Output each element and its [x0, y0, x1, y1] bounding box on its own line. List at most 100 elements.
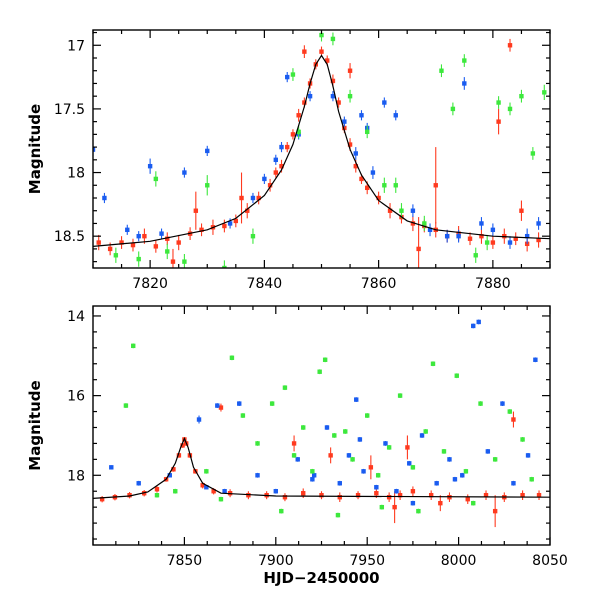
data-point	[392, 504, 397, 510]
data-point	[330, 93, 336, 99]
data-point	[473, 253, 478, 258]
data-point	[307, 93, 313, 99]
data-point	[222, 223, 227, 229]
data-point	[496, 100, 501, 105]
y-tick-label: 18	[67, 166, 85, 182]
data-point	[328, 453, 333, 458]
data-point	[365, 129, 370, 135]
data-point	[319, 32, 324, 38]
series-0	[96, 38, 541, 268]
data-point	[255, 473, 260, 478]
data-point	[109, 465, 114, 470]
data-point	[130, 242, 136, 248]
data-point	[428, 493, 434, 498]
data-point	[301, 425, 306, 430]
data-point	[529, 477, 534, 482]
data-point	[279, 508, 284, 514]
data-point	[205, 183, 210, 188]
data-point	[525, 453, 531, 458]
data-point	[343, 429, 348, 434]
data-point	[240, 413, 246, 418]
data-point	[346, 453, 352, 458]
data-point	[536, 237, 541, 243]
data-point	[176, 240, 181, 245]
data-point	[479, 233, 484, 239]
top-panel: 7820 7840 7860 7880 17 17.5 18 18.5 Magnitude	[26, 29, 551, 292]
data-point	[317, 369, 322, 374]
data-point	[355, 493, 361, 498]
data-point	[524, 233, 530, 239]
x-tick-label: 7860	[361, 276, 397, 292]
data-point	[533, 357, 538, 362]
series-0	[99, 403, 542, 528]
data-point	[507, 106, 513, 112]
data-point	[273, 489, 278, 494]
data-point	[154, 487, 160, 492]
data-point	[359, 176, 364, 182]
data-point	[542, 90, 547, 95]
series-1	[93, 72, 541, 249]
data-point	[233, 218, 239, 224]
data-point	[465, 496, 470, 502]
data-point	[123, 403, 129, 408]
data-point	[250, 233, 256, 239]
data-point	[180, 443, 185, 448]
data-point	[467, 236, 473, 241]
series-1	[109, 319, 538, 506]
y-tick-label: 17	[67, 38, 85, 54]
data-point	[430, 361, 436, 366]
x-tick-label: 8050	[532, 553, 568, 569]
y-tick-label: 18	[67, 468, 85, 484]
data-point	[374, 491, 379, 496]
data-point	[337, 481, 342, 486]
data-point	[410, 221, 416, 226]
data-point	[273, 170, 278, 175]
data-point	[433, 183, 438, 188]
data-point	[107, 246, 113, 252]
data-point	[410, 489, 416, 494]
data-point	[131, 343, 136, 349]
y-axis-label: Magnitude	[26, 380, 44, 470]
data-point	[205, 148, 210, 154]
data-point	[397, 493, 403, 498]
data-point	[427, 227, 433, 233]
data-point	[368, 465, 374, 470]
x-tick-label: 7880	[475, 276, 511, 292]
data-point	[361, 469, 366, 474]
data-point	[463, 469, 469, 474]
y-tick-label: 16	[67, 389, 85, 405]
data-point	[444, 233, 450, 239]
data-point	[434, 481, 439, 486]
data-point	[335, 512, 341, 518]
data-point	[382, 100, 387, 105]
data-point	[204, 485, 209, 490]
data-point	[462, 58, 467, 63]
data-point	[410, 465, 416, 470]
x-tick-label: 7900	[258, 553, 294, 569]
data-point	[255, 441, 260, 446]
data-point	[438, 500, 443, 506]
data-point	[500, 401, 505, 406]
data-point	[511, 417, 516, 422]
data-point	[302, 49, 307, 54]
data-point	[324, 425, 330, 430]
data-point	[365, 413, 370, 418]
data-point	[383, 441, 388, 446]
data-point	[536, 493, 542, 498]
data-point	[215, 403, 220, 408]
data-point	[342, 125, 347, 131]
data-point	[290, 72, 296, 77]
data-point	[379, 504, 385, 510]
data-point	[342, 119, 347, 124]
data-point	[454, 373, 459, 378]
data-point	[382, 183, 387, 188]
x-tick-label: 8000	[441, 553, 477, 569]
data-point	[479, 221, 484, 226]
data-point	[507, 43, 513, 48]
data-point	[485, 449, 491, 454]
data-point	[376, 195, 381, 201]
data-point	[471, 323, 476, 329]
x-tick-label: 7850	[167, 553, 203, 569]
data-point	[193, 208, 199, 213]
data-point	[511, 481, 516, 486]
